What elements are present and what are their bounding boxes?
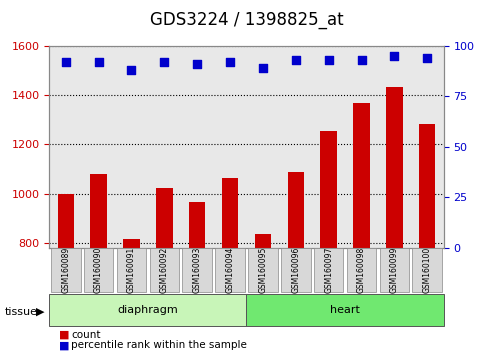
FancyBboxPatch shape xyxy=(49,294,247,326)
Text: GDS3224 / 1398825_at: GDS3224 / 1398825_at xyxy=(150,11,343,29)
Text: ▶: ▶ xyxy=(35,307,44,316)
FancyBboxPatch shape xyxy=(215,248,245,292)
FancyBboxPatch shape xyxy=(84,248,113,292)
Bar xyxy=(419,124,435,248)
Bar xyxy=(90,174,107,248)
Bar xyxy=(123,239,140,248)
Text: GSM160091: GSM160091 xyxy=(127,247,136,293)
Bar xyxy=(386,87,403,248)
Text: GSM160100: GSM160100 xyxy=(423,247,432,293)
FancyBboxPatch shape xyxy=(314,248,344,292)
FancyBboxPatch shape xyxy=(380,248,409,292)
Bar xyxy=(255,234,271,248)
Point xyxy=(325,57,333,63)
Bar xyxy=(189,202,206,248)
FancyBboxPatch shape xyxy=(117,248,146,292)
Text: GSM160092: GSM160092 xyxy=(160,247,169,293)
Point xyxy=(259,65,267,71)
Point xyxy=(193,61,201,67)
FancyBboxPatch shape xyxy=(149,248,179,292)
Text: count: count xyxy=(71,330,101,339)
FancyBboxPatch shape xyxy=(413,248,442,292)
Text: diaphragm: diaphragm xyxy=(117,305,178,315)
Text: GSM160090: GSM160090 xyxy=(94,247,103,293)
Text: GSM160089: GSM160089 xyxy=(61,247,70,293)
Bar xyxy=(287,172,304,248)
Text: tissue: tissue xyxy=(5,307,38,316)
Text: ■: ■ xyxy=(59,330,70,339)
FancyBboxPatch shape xyxy=(182,248,212,292)
Text: percentile rank within the sample: percentile rank within the sample xyxy=(71,340,247,350)
Text: GSM160098: GSM160098 xyxy=(357,247,366,293)
Text: GSM160095: GSM160095 xyxy=(258,247,267,293)
Bar xyxy=(353,103,370,248)
Point xyxy=(160,59,168,65)
Bar xyxy=(58,194,74,248)
FancyBboxPatch shape xyxy=(246,294,444,326)
Text: heart: heart xyxy=(330,305,360,315)
Point xyxy=(390,53,398,59)
Text: GSM160093: GSM160093 xyxy=(193,247,202,293)
Point xyxy=(95,59,103,65)
FancyBboxPatch shape xyxy=(248,248,278,292)
Point xyxy=(128,67,136,73)
Point xyxy=(423,55,431,61)
Bar xyxy=(320,131,337,248)
FancyBboxPatch shape xyxy=(347,248,376,292)
Text: GSM160097: GSM160097 xyxy=(324,247,333,293)
Text: GSM160096: GSM160096 xyxy=(291,247,300,293)
Text: GSM160094: GSM160094 xyxy=(226,247,235,293)
FancyBboxPatch shape xyxy=(281,248,311,292)
Text: GSM160099: GSM160099 xyxy=(390,247,399,293)
Text: ■: ■ xyxy=(59,340,70,350)
Point xyxy=(226,59,234,65)
FancyBboxPatch shape xyxy=(51,248,80,292)
Point xyxy=(292,57,300,63)
Point xyxy=(62,59,70,65)
Bar xyxy=(156,188,173,248)
Bar xyxy=(222,178,238,248)
Point xyxy=(357,57,365,63)
